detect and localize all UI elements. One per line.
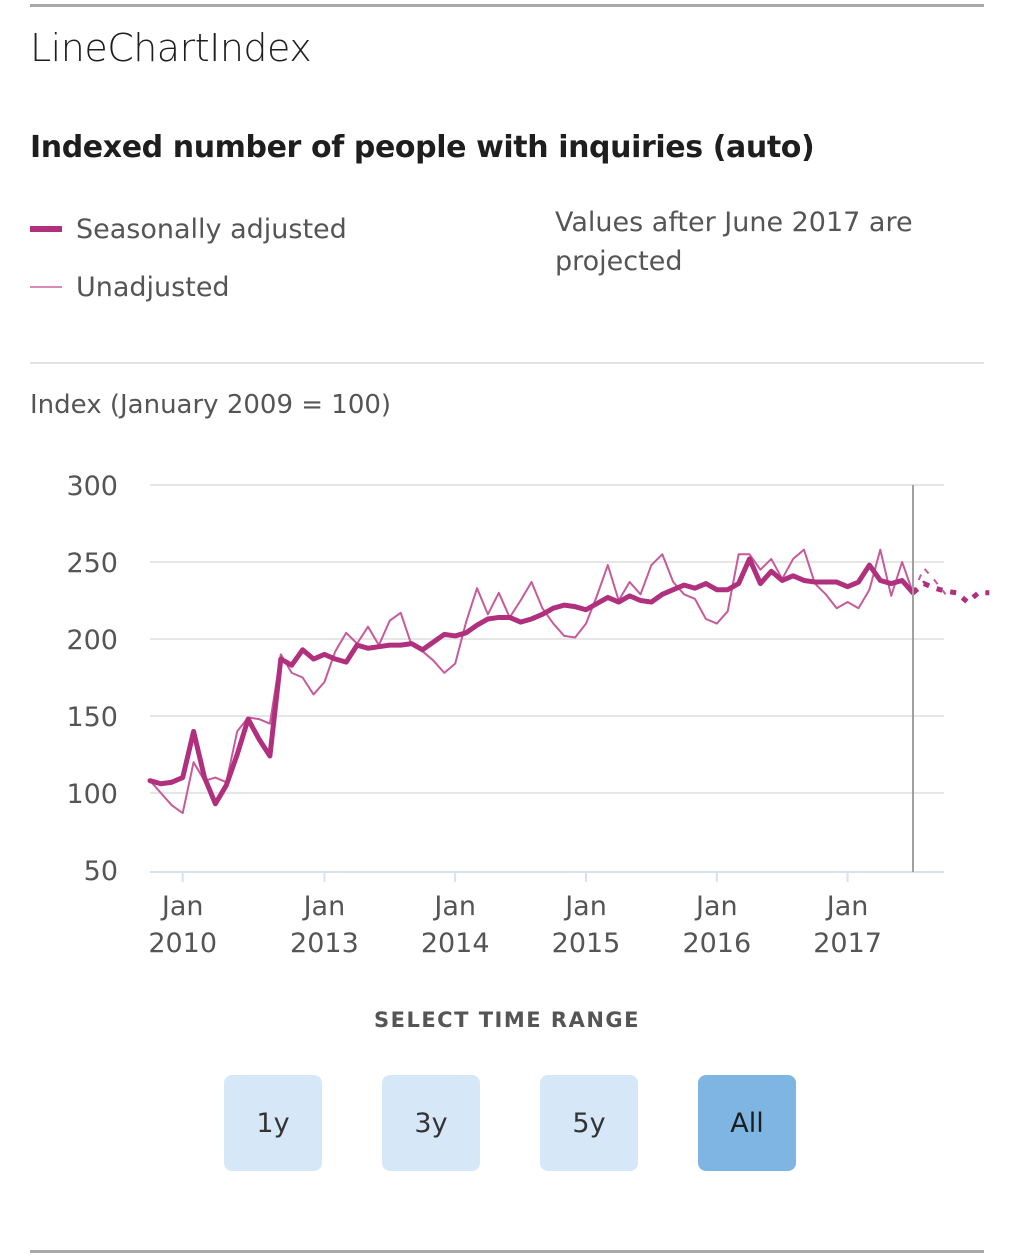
y-tick-label: 100	[66, 779, 118, 810]
x-tick-label-year: 2014	[421, 928, 490, 959]
range-button-1y[interactable]: 1y	[224, 1075, 322, 1171]
series-projection-seasonally-adjusted	[911, 580, 990, 606]
x-tick-label-year: 2015	[552, 928, 621, 959]
legend-label: Seasonally adjusted	[76, 213, 347, 245]
legend-item-unadjusted: Unadjusted	[30, 258, 347, 316]
x-tick-label-month: Jan	[825, 891, 869, 922]
section-divider	[30, 362, 984, 364]
legend-swatch-thick-line-icon	[30, 226, 62, 232]
range-button-5y[interactable]: 5y	[540, 1075, 638, 1171]
y-axis-ticks: 300 250 200 150 100 50	[66, 471, 118, 887]
x-tick-label-year: 2010	[148, 928, 217, 959]
y-axis-title: Index (January 2009 = 100)	[30, 390, 392, 420]
x-tick-label-month: Jan	[694, 891, 738, 922]
x-tick-label-month: Jan	[160, 891, 204, 922]
time-range-selector: 1y 3y 5y All	[224, 1075, 796, 1171]
bottom-divider	[30, 1250, 984, 1253]
x-axis: Jan 2010 Jan 2013 Jan 2014 Jan 2015 Jan 2016 Jan 20…	[148, 871, 944, 959]
y-tick-label: 50	[84, 856, 118, 887]
range-button-all[interactable]: All	[698, 1075, 796, 1171]
y-tick-label: 300	[66, 471, 118, 502]
top-divider	[30, 4, 984, 7]
legend-swatch-thin-line-icon	[30, 286, 62, 288]
series-line-unadjusted	[149, 548, 914, 815]
page-title: LineChartIndex	[30, 26, 312, 70]
x-tick-label-year: 2017	[813, 928, 882, 959]
x-tick-label-month: Jan	[432, 891, 476, 922]
y-tick-label: 200	[66, 625, 118, 656]
legend-item-seasonally-adjusted: Seasonally adjusted	[30, 200, 347, 258]
time-range-label: SELECT TIME RANGE	[373, 1008, 640, 1032]
chart-legend: Seasonally adjusted Unadjusted	[30, 200, 347, 316]
y-tick-label: 150	[66, 702, 118, 733]
x-tick-label-month: Jan	[563, 891, 607, 922]
projection-note: Values after June 2017 are projected	[555, 207, 913, 277]
chart-title: Indexed number of people with inquiries …	[30, 130, 815, 165]
legend-label: Unadjusted	[76, 271, 230, 303]
gridlines	[150, 484, 944, 794]
series-line-seasonally-adjusted	[147, 556, 916, 807]
x-tick-label-year: 2016	[682, 928, 751, 959]
x-tick-label-month: Jan	[302, 891, 346, 922]
range-button-3y[interactable]: 3y	[382, 1075, 480, 1171]
x-tick-label-year: 2013	[290, 928, 359, 959]
y-tick-label: 250	[66, 548, 118, 579]
series-lines	[147, 548, 990, 815]
